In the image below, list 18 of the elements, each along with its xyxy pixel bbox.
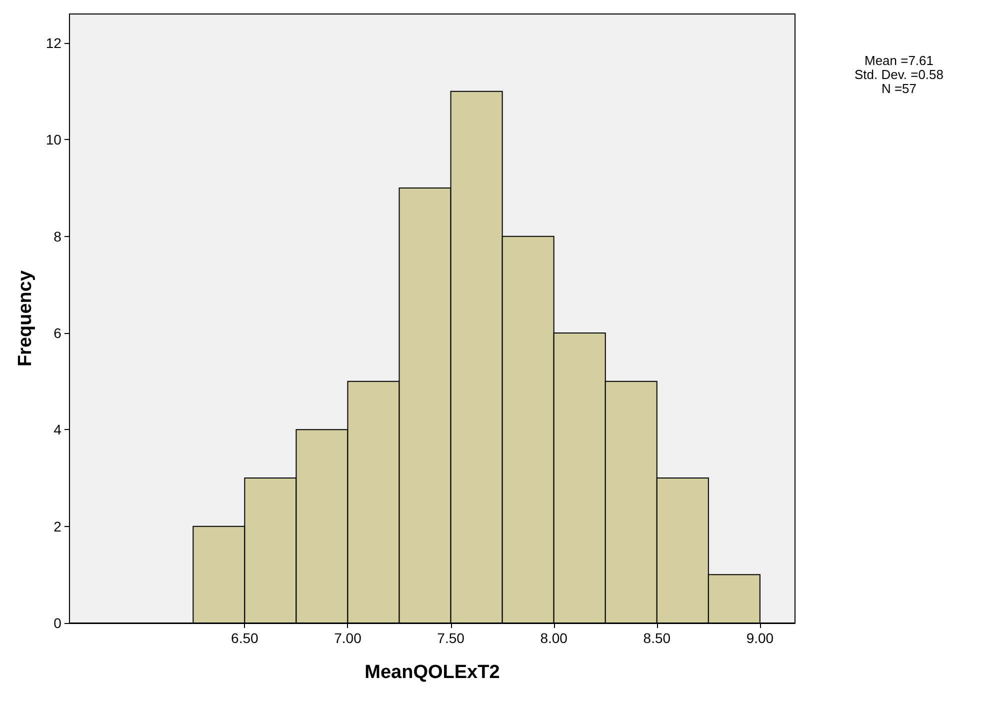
x-tick-label: 6.50 bbox=[231, 630, 259, 646]
y-tick-label: 12 bbox=[46, 35, 62, 51]
y-axis-title: Frequency bbox=[15, 270, 36, 367]
x-tick-label: 8.00 bbox=[540, 630, 568, 646]
x-tick-label: 7.00 bbox=[334, 630, 362, 646]
y-tick-label: 6 bbox=[54, 325, 62, 341]
text: Std. Dev. =0.58 bbox=[854, 67, 944, 82]
x-tick-label: 8.50 bbox=[643, 630, 671, 646]
y-tick-label: 2 bbox=[54, 518, 62, 534]
y-tick-label: 0 bbox=[54, 615, 62, 631]
text: N =57 bbox=[881, 81, 917, 96]
y-tick-label: 10 bbox=[46, 132, 62, 148]
x-tick-label: 9.00 bbox=[746, 630, 774, 646]
y-tick-label: 8 bbox=[54, 228, 62, 244]
y-tick-label: 4 bbox=[54, 422, 62, 438]
text: Mean =7.61 bbox=[864, 53, 934, 68]
x-axis-title: MeanQOLExT2 bbox=[364, 662, 500, 683]
x-tick-label: 7.50 bbox=[437, 630, 465, 646]
